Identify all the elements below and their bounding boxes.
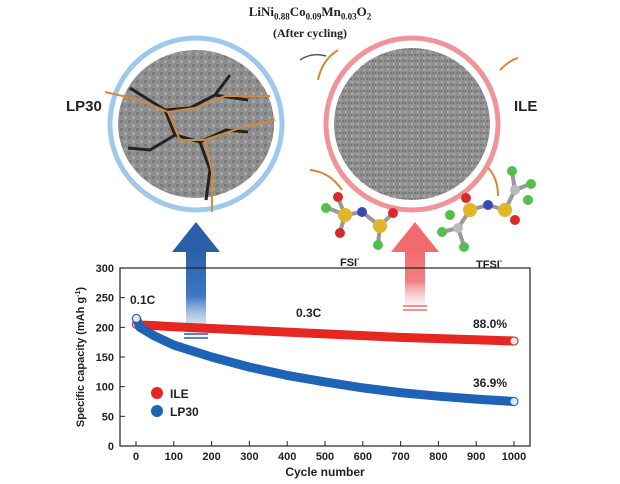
blue-ring [107, 35, 285, 213]
y-tick-label: 150 [96, 352, 114, 364]
data-point-ile [509, 336, 519, 346]
legend-lp30-label: LP30 [170, 405, 199, 419]
chart-title: LiNi0.88Co0.09Mn0.03O2 [0, 4, 620, 22]
formula-subscript: 2 [366, 11, 372, 22]
x-tick-label: 800 [429, 451, 447, 463]
data-point-lp30 [131, 313, 141, 323]
lp30-particle-label: LP30 [66, 98, 102, 115]
intact-particle [334, 48, 490, 200]
formula-element: O [356, 4, 367, 19]
legend: ILE LP30 [151, 387, 199, 419]
x-tick-label: 300 [240, 451, 258, 463]
formula-element: LiNi [248, 4, 275, 19]
cathode-formula: LiNi0.88Co0.09Mn0.03O2 [248, 4, 372, 22]
plot-frame [119, 267, 531, 447]
x-tick-label: 900 [467, 451, 485, 463]
chart-subtitle: (After cycling) [272, 26, 348, 40]
y-tick-label: 250 [96, 293, 114, 305]
formula-element: Co [289, 4, 306, 19]
y-tick-label: 100 [96, 382, 114, 394]
ile-retention-label: 88.0% [473, 317, 507, 331]
x-axis-ticks: 0 100 200 300 400 500 600 700 800 900 1000 [133, 441, 526, 463]
red-arrow-icon [391, 222, 439, 312]
fsi-label: FSI- [340, 256, 360, 269]
annotation-0-1c: 0.1C [130, 293, 156, 307]
y-tick-label: 300 [96, 263, 114, 275]
y-tick-label: 200 [96, 322, 114, 334]
legend-lp30-marker [151, 405, 163, 417]
capacity-chart: 0 50 100 150 200 250 300 0 100 200 300 400 500 600 70… [75, 263, 531, 479]
series-layer [131, 313, 519, 406]
x-axis-label: Cycle number [285, 465, 365, 479]
decor-line-4 [487, 167, 499, 197]
x-tick-label: 600 [354, 451, 372, 463]
ile-particle-image [323, 35, 501, 213]
x-tick-label: 1000 [502, 451, 526, 463]
annotation-0-3c: 0.3C [296, 306, 322, 320]
x-tick-label: 200 [202, 451, 220, 463]
formula-subscript: 0.09 [305, 11, 322, 22]
data-point-lp30 [509, 397, 519, 406]
tfsi-molecule-icon [437, 166, 536, 252]
formula-subscript: 0.88 [274, 11, 290, 22]
fsi-molecule-icon [321, 192, 398, 250]
y-tick-label: 50 [102, 411, 114, 423]
legend-ile-marker [151, 387, 163, 399]
x-tick-label: 400 [278, 451, 296, 463]
y-axis-label: Specific capacity (mAh g-1) [75, 287, 87, 427]
y-tick-label: 0 [108, 441, 114, 453]
legend-ile-label: ILE [170, 387, 189, 401]
x-tick-label: 500 [316, 451, 334, 463]
y-axis-ticks: 0 50 100 150 200 250 300 [96, 263, 125, 453]
x-tick-label: 100 [165, 451, 183, 463]
formula-subscript: 0.03 [340, 11, 357, 22]
decor-line-1 [317, 49, 339, 81]
x-tick-label: 700 [391, 451, 409, 463]
blue-arrow-icon [172, 222, 220, 342]
x-tick-label: 0 [133, 451, 139, 463]
decor-line-3 [309, 169, 343, 191]
crack-highlight-lines [104, 91, 276, 212]
lp30-particle-image [104, 35, 285, 213]
formula-element: Mn [321, 4, 341, 19]
lp30-retention-label: 36.9% [473, 376, 507, 390]
red-ring [323, 35, 501, 213]
decor-line-2 [499, 57, 519, 71]
tfsi-label: TFSI- [476, 258, 503, 271]
curved-arrow-icon [299, 53, 327, 61]
ile-particle-label: ILE [514, 98, 537, 115]
cracked-particle [118, 50, 274, 198]
